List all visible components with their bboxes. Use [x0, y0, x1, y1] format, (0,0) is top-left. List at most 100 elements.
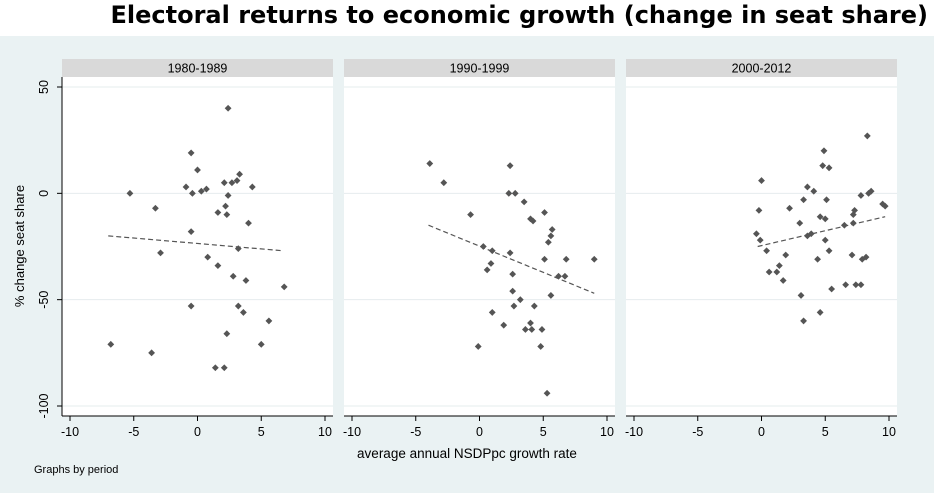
- x-tick-label: -10: [343, 425, 361, 439]
- data-point: [538, 326, 546, 333]
- page-title: Electoral returns to economic growth (ch…: [110, 1, 929, 29]
- x-tick-label: 5: [258, 425, 265, 439]
- data-point: [280, 283, 288, 291]
- data-point: [220, 364, 228, 372]
- data-point: [236, 170, 243, 178]
- data-point: [561, 272, 569, 280]
- y-tick-label: 50: [37, 80, 51, 94]
- data-point: [858, 255, 866, 263]
- data-point: [126, 189, 134, 197]
- x-tick-label: -10: [625, 425, 643, 439]
- data-point: [488, 247, 496, 255]
- plot-area: [62, 77, 333, 416]
- data-point: [537, 343, 545, 350]
- plot-area: [344, 77, 615, 416]
- data-point: [204, 253, 212, 261]
- data-point: [852, 281, 860, 289]
- x-tick-label: 10: [318, 425, 332, 439]
- data-point: [234, 245, 242, 253]
- data-point: [804, 232, 811, 240]
- data-point: [224, 192, 232, 199]
- title-bar: Electoral returns to economic growth (ch…: [0, 0, 934, 36]
- data-point: [224, 104, 232, 112]
- data-point: [765, 268, 773, 276]
- data-point: [509, 287, 517, 295]
- data-point: [528, 326, 536, 333]
- data-point: [265, 317, 273, 325]
- data-point: [541, 209, 548, 216]
- data-point: [233, 177, 241, 184]
- data-point: [510, 302, 518, 310]
- data-point: [426, 160, 434, 167]
- x-axis-label: average annual NSDPpc growth rate: [357, 446, 577, 461]
- data-point: [474, 343, 482, 350]
- data-point: [804, 183, 811, 191]
- data-point: [758, 177, 765, 184]
- data-point: [820, 147, 828, 155]
- data-point: [851, 206, 858, 214]
- data-point: [821, 236, 829, 244]
- x-tick-label: 0: [194, 425, 201, 439]
- data-point: [529, 217, 537, 225]
- data-point: [197, 187, 205, 195]
- x-tick-label: -5: [128, 425, 139, 439]
- data-point: [211, 364, 219, 372]
- data-point: [194, 166, 201, 174]
- plot-area: [626, 77, 897, 416]
- data-point: [220, 179, 228, 187]
- data-point: [562, 255, 570, 263]
- panel-strip: [344, 59, 615, 77]
- fitted-line: [757, 216, 886, 248]
- data-point: [520, 198, 528, 206]
- data-point: [505, 189, 513, 197]
- panel-strip-label: 2000-2012: [732, 62, 792, 76]
- data-point: [223, 330, 231, 338]
- data-point: [865, 189, 872, 197]
- data-point: [506, 162, 514, 170]
- graphs-by-note: Graphs by period: [34, 464, 118, 476]
- panel-strip: [626, 59, 897, 77]
- data-point: [148, 349, 155, 357]
- data-point: [763, 247, 770, 255]
- data-point: [182, 183, 190, 191]
- data-point: [779, 277, 787, 284]
- data-point: [590, 255, 598, 263]
- data-point: [543, 389, 551, 397]
- data-point: [522, 326, 529, 333]
- data-point: [548, 226, 556, 233]
- data-point: [152, 204, 159, 212]
- data-point: [107, 340, 115, 348]
- data-point: [819, 162, 827, 170]
- data-point: [516, 296, 524, 304]
- data-point: [863, 132, 871, 140]
- data-point: [821, 215, 829, 223]
- data-point: [189, 189, 196, 197]
- data-point: [816, 213, 824, 221]
- data-point: [544, 238, 552, 246]
- data-point: [511, 189, 519, 197]
- data-point: [509, 270, 517, 278]
- data-point: [223, 211, 231, 218]
- data-point: [234, 302, 242, 310]
- data-point: [203, 185, 210, 193]
- data-point: [825, 247, 833, 255]
- data-point: [500, 321, 508, 329]
- data-point: [828, 285, 836, 293]
- data-point: [840, 221, 848, 229]
- data-point: [440, 179, 448, 187]
- data-point: [857, 192, 865, 199]
- data-point: [483, 266, 491, 274]
- data-point: [775, 262, 783, 270]
- data-point: [248, 183, 256, 191]
- data-point: [187, 302, 195, 310]
- data-point: [547, 232, 555, 240]
- y-tick-label: -50: [37, 291, 51, 309]
- data-point: [879, 200, 887, 208]
- y-axis-label: % change seat share: [12, 185, 27, 307]
- data-point: [222, 202, 229, 210]
- data-point: [541, 255, 548, 263]
- data-point: [816, 309, 824, 316]
- data-point: [849, 211, 857, 218]
- data-point: [773, 268, 781, 276]
